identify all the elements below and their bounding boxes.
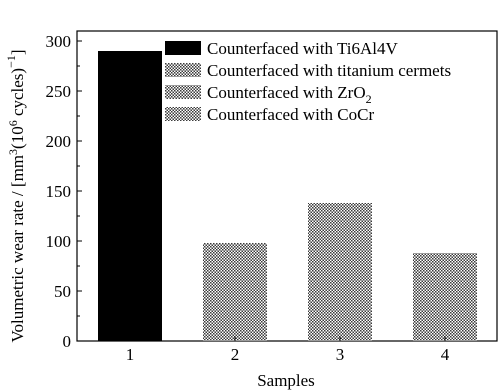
legend-swatch-zro2 bbox=[165, 85, 201, 99]
x-axis-title: Samples bbox=[257, 371, 315, 390]
bar-sample-2 bbox=[203, 243, 267, 341]
legend-label-zro2: Counterfaced with ZrO2 bbox=[207, 83, 372, 106]
y-tick-label: 300 bbox=[46, 32, 72, 51]
y-tick-label: 0 bbox=[63, 332, 72, 351]
x-tick-label: 4 bbox=[441, 345, 450, 364]
y-tick-label: 100 bbox=[46, 232, 72, 251]
x-tick-label: 2 bbox=[231, 345, 240, 364]
x-tick-label: 1 bbox=[126, 345, 135, 364]
y-tick-label: 250 bbox=[46, 82, 72, 101]
legend-swatch-ti6al4v bbox=[165, 41, 201, 55]
bar-sample-1 bbox=[98, 51, 162, 341]
bar-sample-4 bbox=[413, 253, 477, 341]
y-tick-label: 150 bbox=[46, 182, 72, 201]
x-tick-label: 3 bbox=[336, 345, 345, 364]
legend-swatch-titanium-cermets bbox=[165, 63, 201, 77]
plot-frame bbox=[76, 30, 498, 342]
legend-label-cocr: Counterfaced with CoCr bbox=[207, 105, 374, 124]
y-axis-ticks: 0 50 100 150 200 250 300 bbox=[46, 32, 82, 351]
legend-swatch-cocr bbox=[165, 107, 201, 121]
y-axis-title: Volumetric wear rate / [mm3(106 cycles)−… bbox=[4, 49, 27, 342]
x-axis-ticks: 1 2 3 4 bbox=[126, 336, 450, 364]
y-tick-label: 50 bbox=[54, 282, 71, 301]
y-tick-label: 200 bbox=[46, 132, 72, 151]
bars-group bbox=[98, 51, 477, 341]
legend-label-ti6al4v: Counterfaced with Ti6Al4V bbox=[207, 39, 398, 58]
legend: Counterfaced with Ti6Al4V Counterfaced w… bbox=[165, 39, 451, 124]
bar-sample-3 bbox=[308, 203, 372, 341]
legend-label-titanium-cermets: Counterfaced with titanium cermets bbox=[207, 61, 451, 80]
plot-border bbox=[76, 30, 498, 342]
